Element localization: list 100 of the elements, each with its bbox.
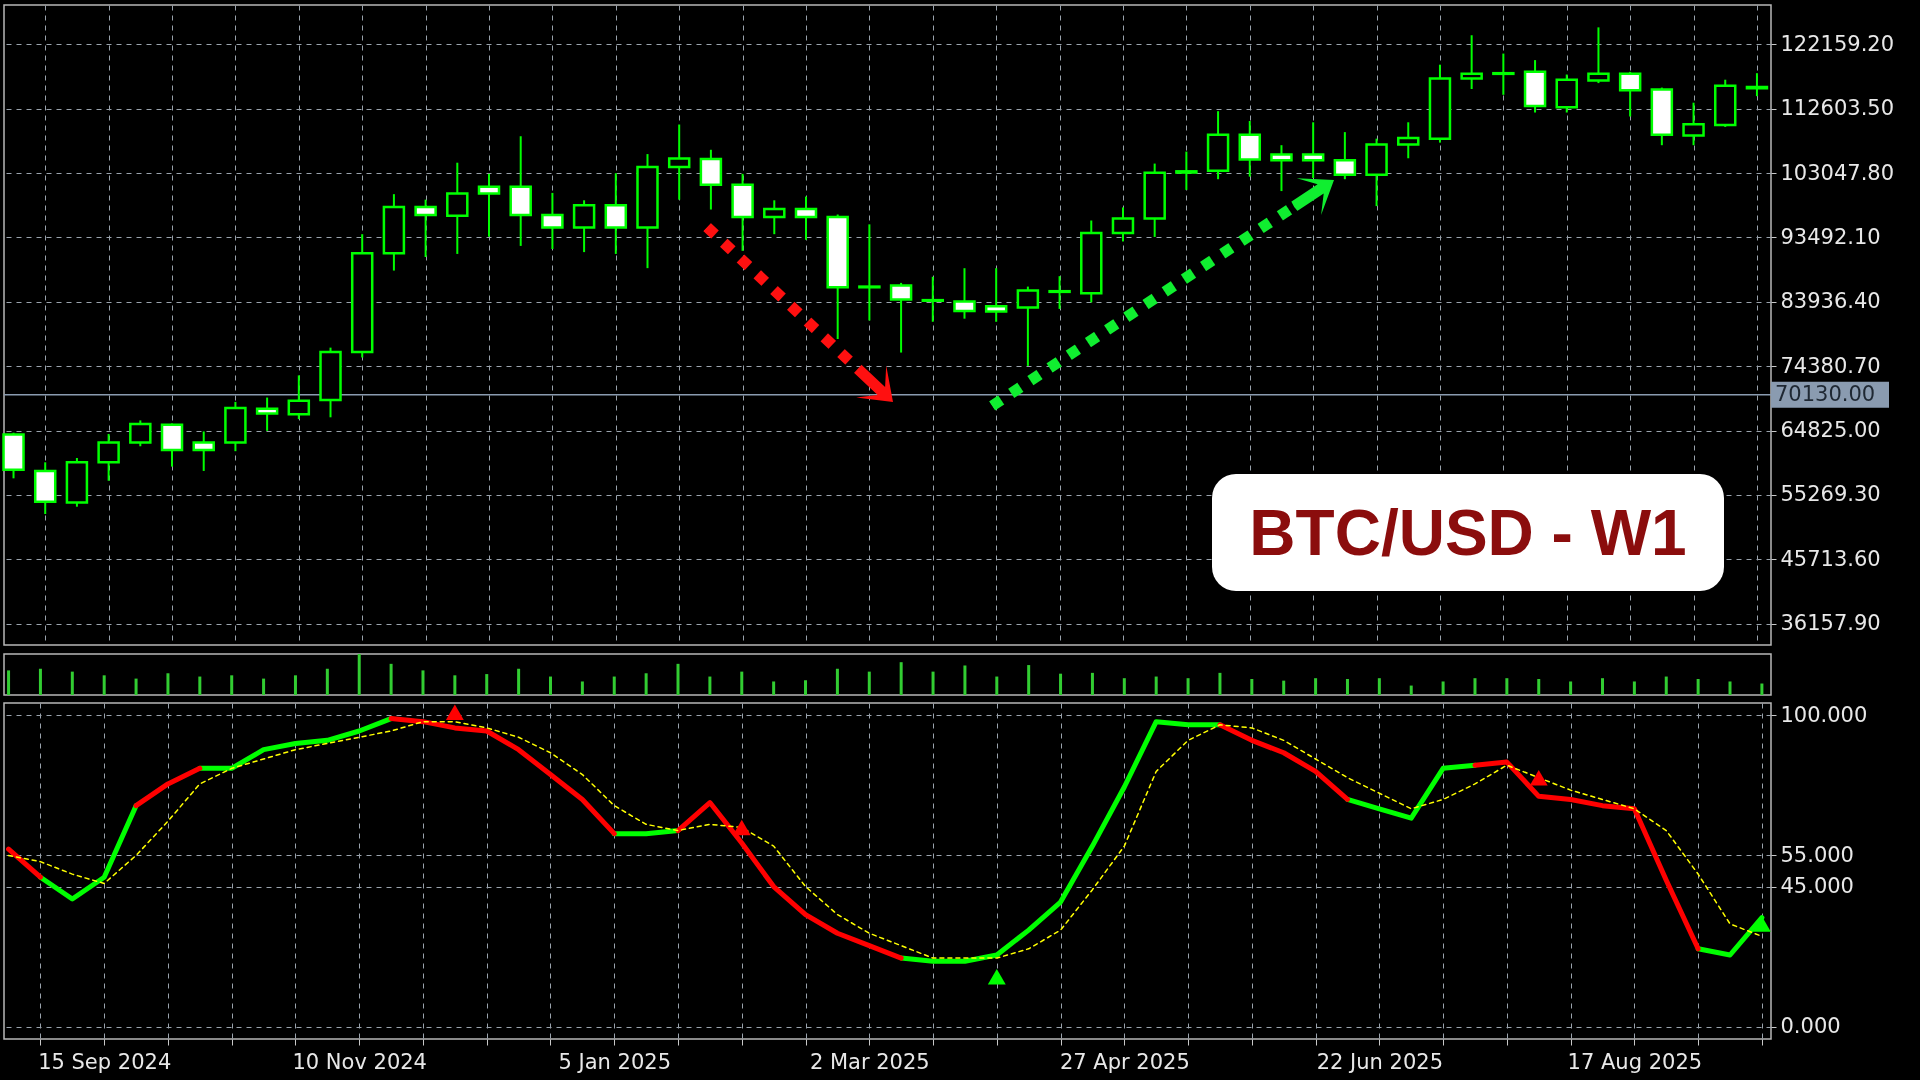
bar (1027, 665, 1031, 695)
candlestick (1333, 131, 1357, 181)
y-tick-label: 122159.20 (1780, 31, 1895, 56)
bar (230, 675, 234, 695)
bar (1314, 678, 1318, 695)
bar (1441, 681, 1445, 695)
x-tick-label: 22 Jun 2025 (1316, 1049, 1444, 1074)
candlestick (921, 275, 945, 323)
bar (7, 670, 11, 695)
bar (166, 673, 170, 695)
candlestick (604, 172, 628, 255)
bar (1090, 672, 1094, 695)
bar (1505, 678, 1509, 695)
bar (38, 668, 42, 695)
y-tick-label: 45.000 (1780, 874, 1854, 899)
y-tick-label: 0.000 (1780, 1014, 1841, 1039)
bar (580, 681, 584, 695)
y-tick-label: 100.000 (1780, 702, 1868, 727)
candlestick (446, 161, 469, 255)
x-tick-label: 27 Apr 2025 (1059, 1049, 1190, 1074)
candlestick (858, 223, 881, 322)
point (987, 969, 1006, 985)
candlestick (541, 191, 564, 251)
bar (1696, 679, 1700, 695)
point (1529, 769, 1548, 786)
candlestick (129, 419, 152, 448)
bar (1537, 679, 1541, 695)
candlestick (287, 374, 311, 421)
y-tick-label: 112603.50 (1780, 96, 1895, 121)
bar (1664, 676, 1668, 695)
bar (708, 676, 712, 695)
y-tick-label: 55269.30 (1780, 482, 1881, 507)
bar (867, 671, 871, 695)
bar (995, 676, 999, 695)
bar (1473, 678, 1477, 695)
candlestick (477, 172, 501, 238)
candlestick (192, 430, 215, 472)
bar (1059, 673, 1063, 695)
y-tick-label: 83936.40 (1780, 289, 1881, 314)
text: BTC/USD - W1 (1212, 474, 1724, 591)
y-tick-label: 36157.90 (1780, 611, 1881, 636)
candlestick (889, 281, 913, 354)
bar (102, 675, 106, 695)
x-tick-label: 15 Sep 2024 (38, 1049, 172, 1074)
bar (612, 676, 616, 695)
bar (1377, 678, 1381, 695)
candlestick (1016, 285, 1040, 367)
bar (293, 675, 297, 695)
candlestick (1111, 206, 1135, 243)
bar (1186, 678, 1190, 695)
candlestick (1460, 34, 1483, 91)
bar (357, 654, 361, 695)
candlestick (572, 199, 596, 254)
x-tick-label: 5 Jan 2025 (558, 1049, 672, 1074)
y-tick-label: 64825.00 (1780, 418, 1881, 443)
y-tick-label: 93492.10 (1780, 224, 1881, 249)
bar (772, 681, 776, 695)
bar (740, 671, 744, 695)
point (445, 704, 464, 721)
bar (1632, 681, 1636, 695)
candlestick (414, 198, 437, 259)
bar (517, 668, 521, 695)
candlestick (1587, 26, 1610, 85)
candlestick (1397, 121, 1420, 160)
candlestick (1301, 121, 1325, 179)
bar (453, 675, 457, 695)
bar (1154, 676, 1158, 695)
x-tick-label: 17 Aug 2025 (1567, 1049, 1703, 1074)
candlestick (255, 396, 279, 432)
bar (70, 671, 74, 695)
y-tick-label: 45713.60 (1780, 546, 1881, 571)
candlestick (667, 123, 691, 201)
bar (931, 671, 935, 695)
bar (804, 680, 808, 695)
candlestick (1618, 70, 1642, 118)
y-tick-label: 103047.80 (1780, 160, 1895, 185)
bar (899, 662, 903, 695)
bar (835, 668, 839, 695)
candlestick (97, 432, 120, 482)
bar (1569, 681, 1573, 695)
ref-line-label: 70130.00 (1775, 381, 1876, 406)
bar (1122, 678, 1126, 695)
bar (676, 663, 680, 695)
bar (644, 673, 648, 695)
bar (421, 670, 425, 695)
candlestick (1682, 101, 1705, 147)
candlestick (1175, 150, 1198, 191)
bar (1601, 678, 1604, 695)
candlestick (794, 195, 818, 241)
candlestick (1745, 72, 1769, 98)
bar (1282, 680, 1286, 695)
candlestick (984, 267, 1008, 323)
bar (134, 678, 138, 695)
bar (548, 676, 552, 695)
candlestick (763, 199, 786, 236)
bar (1218, 672, 1222, 695)
bar (1409, 685, 1413, 695)
bar (1250, 679, 1254, 695)
candlestick (1048, 275, 1071, 310)
bar (262, 678, 266, 695)
